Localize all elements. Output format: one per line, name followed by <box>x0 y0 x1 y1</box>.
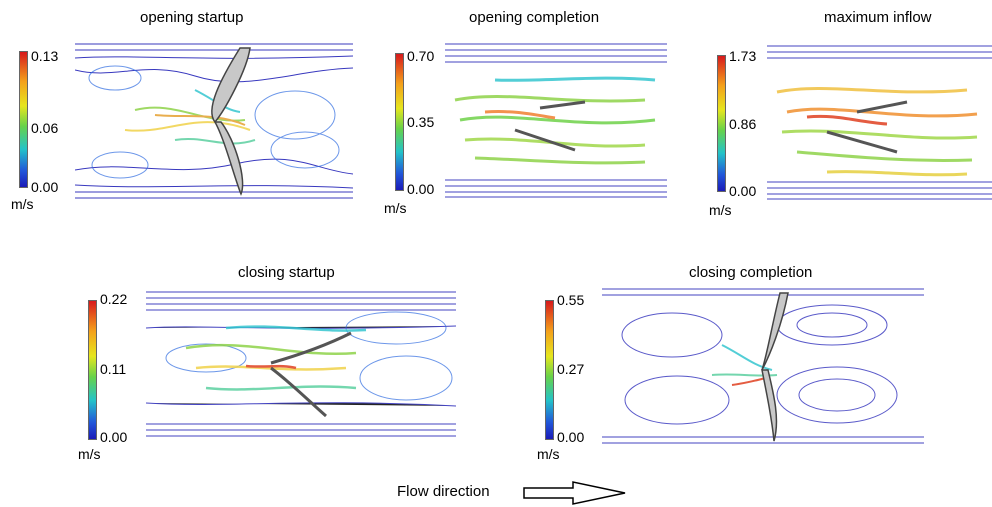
streamline-plot <box>445 40 667 200</box>
flow-arrow-icon <box>523 481 627 505</box>
panel-title: closing startup <box>238 264 335 281</box>
colorbar-max-label: 0.13 <box>31 48 59 64</box>
unit-label: m/s <box>709 202 732 218</box>
colorbar-min-label: 0.00 <box>729 183 757 199</box>
colorbar-max-label: 0.22 <box>100 291 128 307</box>
unit-label: m/s <box>537 446 560 462</box>
colorbar-min-label: 0.00 <box>31 179 59 195</box>
unit-label: m/s <box>11 196 34 212</box>
streamline-plot <box>146 288 456 443</box>
colorbar <box>395 53 404 191</box>
streamline-plot <box>75 40 353 202</box>
colorbar-min-label: 0.00 <box>407 181 435 197</box>
colorbar-max-label: 0.55 <box>557 292 585 308</box>
colorbar <box>545 300 554 440</box>
colorbar-min-label: 0.00 <box>557 429 585 445</box>
panel-title: closing completion <box>689 264 813 281</box>
streamline-plot <box>602 285 924 447</box>
streamline-plot <box>767 42 992 202</box>
colorbar <box>88 300 97 440</box>
colorbar-mid-label: 0.86 <box>729 116 757 132</box>
colorbar-mid-label: 0.35 <box>407 114 435 130</box>
unit-label: m/s <box>384 200 407 216</box>
colorbar-max-label: 0.70 <box>407 48 435 64</box>
flow-direction-label: Flow direction <box>397 483 490 500</box>
colorbar-mid-label: 0.27 <box>557 361 585 377</box>
panel-title: maximum inflow <box>824 9 932 26</box>
panel-title: opening completion <box>469 9 600 26</box>
panel-title: opening startup <box>140 9 244 26</box>
colorbar <box>717 55 726 192</box>
colorbar <box>19 51 28 188</box>
colorbar-mid-label: 0.11 <box>100 361 127 377</box>
colorbar-max-label: 1.73 <box>729 48 757 64</box>
unit-label: m/s <box>78 446 101 462</box>
colorbar-min-label: 0.00 <box>100 429 128 445</box>
colorbar-mid-label: 0.06 <box>31 120 59 136</box>
